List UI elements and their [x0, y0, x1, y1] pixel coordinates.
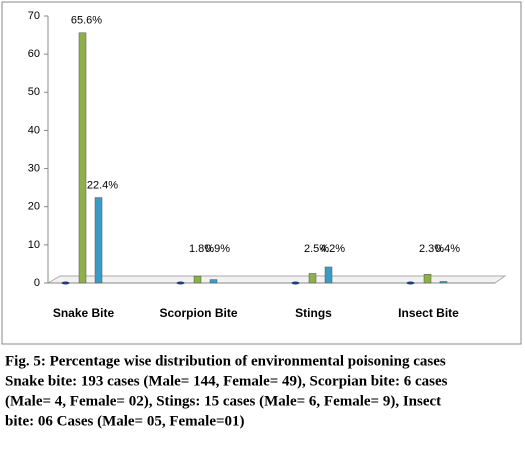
y-tick-label: 50 — [28, 86, 40, 98]
data-label: 65.6% — [71, 15, 102, 27]
data-label: 0.4% — [435, 243, 460, 255]
floor — [46, 275, 507, 284]
caption: (Male= 4, Female= 02), Stings: 15 cases … — [5, 393, 441, 409]
chart-frame — [1, 1, 522, 345]
bar — [423, 273, 432, 284]
bar — [61, 281, 70, 285]
caption: Snake bite: 193 cases (Male= 144, Female… — [5, 373, 448, 389]
data-label: 1.8% — [189, 243, 214, 255]
data-label: 0.9% — [205, 243, 230, 255]
caption: Fig. 5: Percentage wise distribution of … — [5, 353, 446, 369]
data-label: 4.2% — [320, 243, 345, 255]
y-tick-label: 20 — [28, 201, 40, 213]
bar — [406, 281, 415, 285]
x-tick-label: Insect Bite — [398, 306, 459, 320]
bar — [193, 275, 202, 284]
y-tick-label: 60 — [28, 48, 40, 60]
y-tick-label: 40 — [28, 124, 40, 136]
data-label: 2.5% — [304, 243, 329, 255]
bar — [209, 279, 218, 284]
bar — [308, 273, 317, 284]
x-tick-label: Stings — [295, 306, 332, 320]
bar — [94, 197, 103, 284]
x-tick-label: Snake Bite — [53, 306, 115, 320]
data-label: 2.3% — [419, 243, 444, 255]
bar — [176, 281, 185, 285]
y-tick-label: 10 — [28, 239, 40, 251]
bar — [291, 281, 300, 285]
x-tick-label: Scorpion Bite — [159, 306, 237, 320]
y-tick-label: 30 — [28, 162, 40, 174]
data-label: 22.4% — [87, 179, 118, 191]
y-tick-label: 70 — [28, 10, 40, 22]
bar — [439, 281, 448, 284]
caption: bite: 06 Cases (Male= 05, Female=01) — [5, 413, 245, 429]
y-tick-label: 0 — [34, 277, 40, 289]
bar — [324, 266, 333, 284]
bar — [78, 32, 87, 284]
